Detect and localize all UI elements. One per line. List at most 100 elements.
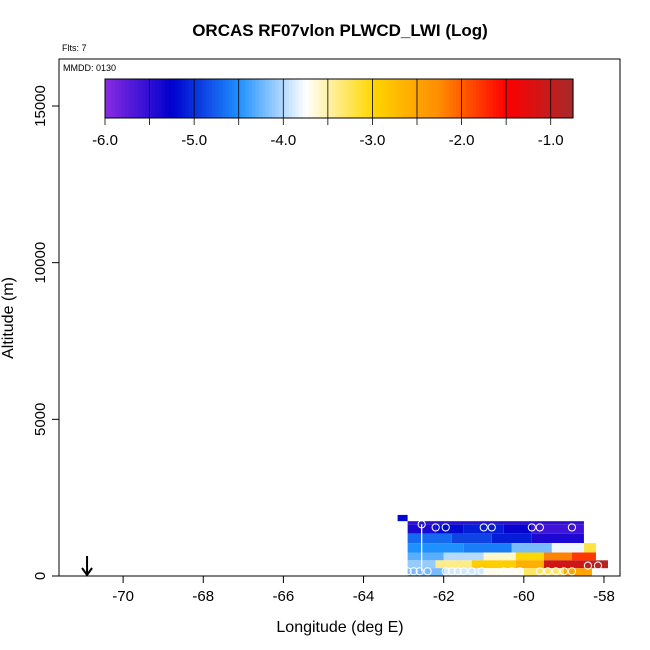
sample-circle — [467, 567, 476, 576]
colorbar-tick-label: -6.0 — [92, 132, 118, 149]
colorbar-segment — [506, 79, 511, 118]
colorbar-segment — [562, 79, 567, 118]
heatmap-cell — [511, 543, 552, 553]
flights-note: Flts: 7 — [62, 43, 87, 53]
colorbar-segment — [412, 79, 417, 118]
sample-circle — [479, 523, 488, 532]
x-axis-label: Longitude (deg E) — [276, 619, 403, 636]
sample-circle — [487, 523, 496, 532]
colorbar-segment — [429, 79, 434, 118]
sample-circle — [459, 567, 468, 576]
sample-circle — [417, 520, 426, 529]
y-tick-label: 10000 — [32, 242, 49, 284]
colorbar-segment — [165, 79, 170, 118]
heatmap-cell — [407, 568, 444, 576]
sample-circle — [431, 523, 440, 532]
sample-circle — [535, 523, 544, 532]
colorbar-segment — [432, 79, 437, 118]
colorbar-segment — [312, 79, 317, 118]
heatmap-cell — [407, 543, 464, 553]
colorbar-segment — [372, 79, 377, 118]
colorbar-segment — [302, 79, 307, 118]
sample-circle — [447, 567, 456, 576]
colorbar-segment — [141, 79, 146, 118]
heatmap-cell — [471, 560, 516, 569]
colorbar-segment — [138, 79, 143, 118]
colorbar-segment — [278, 79, 283, 118]
colorbar-segment — [252, 79, 257, 118]
colorbar-segment — [362, 79, 367, 118]
colorbar-segment — [188, 79, 193, 118]
colorbar-segment — [469, 79, 474, 118]
colorbar-segment — [335, 79, 340, 118]
colorbar-segment — [308, 79, 313, 118]
colorbar-segment — [195, 79, 200, 118]
colorbar-segment — [242, 79, 246, 118]
colorbar-segment — [425, 79, 430, 118]
sample-circle — [441, 567, 450, 576]
colorbar-segment — [175, 79, 180, 118]
sample-circle — [507, 567, 516, 576]
colorbar-segment — [439, 79, 444, 118]
heatmap-cell — [483, 568, 524, 576]
heatmap-cell — [451, 533, 492, 544]
colorbar-segment — [178, 79, 183, 118]
y-axis-label: Altitude (m) — [0, 277, 17, 359]
colorbar-segment — [456, 79, 460, 118]
colorbar-segment — [168, 79, 173, 118]
x-tick-label: -66 — [273, 588, 295, 605]
colorbar-segment — [539, 79, 544, 118]
x-axis: -70 -68 -66 -64 -62 -60 -58 — [112, 576, 615, 605]
colorbar-segment — [218, 79, 223, 118]
colorbar-segment — [315, 79, 320, 118]
colorbar-segment — [529, 79, 534, 118]
colorbar-segment — [181, 79, 186, 118]
sample-circles — [403, 520, 603, 576]
sample-circle — [527, 523, 536, 532]
colorbar-segment — [375, 79, 380, 118]
sample-circle — [409, 567, 418, 576]
colorbar-segment — [389, 79, 394, 118]
colorbar-segment — [148, 79, 153, 118]
heatmap-cell — [397, 514, 408, 522]
colorbar-tick-label: -1.0 — [538, 132, 564, 149]
colorbar-segment — [198, 79, 203, 118]
colorbar-segment — [135, 79, 140, 118]
colorbar-segment — [238, 79, 243, 118]
x-tick-label: -70 — [112, 588, 134, 605]
heatmap-cell — [583, 543, 596, 553]
sample-circle — [593, 561, 603, 570]
colorbar-segment — [225, 79, 230, 118]
colorbar-segment — [522, 79, 527, 118]
colorbar-segment — [442, 79, 447, 118]
colorbar-segment — [125, 79, 129, 118]
colorbar-segment — [489, 79, 494, 118]
x-tick-label: -68 — [192, 588, 214, 605]
colorbar-segment — [499, 79, 504, 118]
colorbar-segment — [121, 79, 126, 118]
colorbar-segment — [158, 79, 163, 118]
colorbar-segment — [569, 79, 574, 118]
colorbar-segment — [422, 79, 427, 118]
colorbar-segment — [379, 79, 384, 118]
heatmap-cell — [463, 524, 504, 534]
colorbar-segment — [352, 79, 357, 118]
colorbar-segment — [262, 79, 267, 118]
heatmap-cell — [571, 552, 596, 561]
colorbar-segment — [275, 79, 280, 118]
colorbar-segment — [566, 79, 571, 118]
colorbar-segment — [502, 79, 507, 118]
colorbar-segment — [322, 79, 327, 118]
colorbar-segment — [472, 79, 477, 118]
colorbar-segment — [435, 79, 440, 118]
sample-circle — [499, 567, 508, 576]
colorbar-segment — [476, 79, 480, 118]
heatmap-cell — [491, 533, 532, 544]
colorbar-segment — [482, 79, 487, 118]
colorbar-segment — [292, 79, 297, 118]
arrow-head — [81, 567, 93, 577]
heatmap-cell — [583, 560, 608, 569]
colorbar-segment — [445, 79, 450, 118]
colorbar-segment — [466, 79, 470, 118]
heatmap-cell — [503, 524, 532, 534]
